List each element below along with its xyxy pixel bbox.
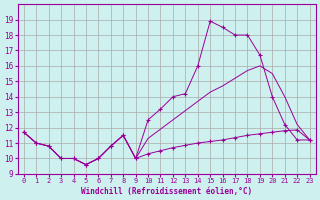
X-axis label: Windchill (Refroidissement éolien,°C): Windchill (Refroidissement éolien,°C) (81, 187, 252, 196)
